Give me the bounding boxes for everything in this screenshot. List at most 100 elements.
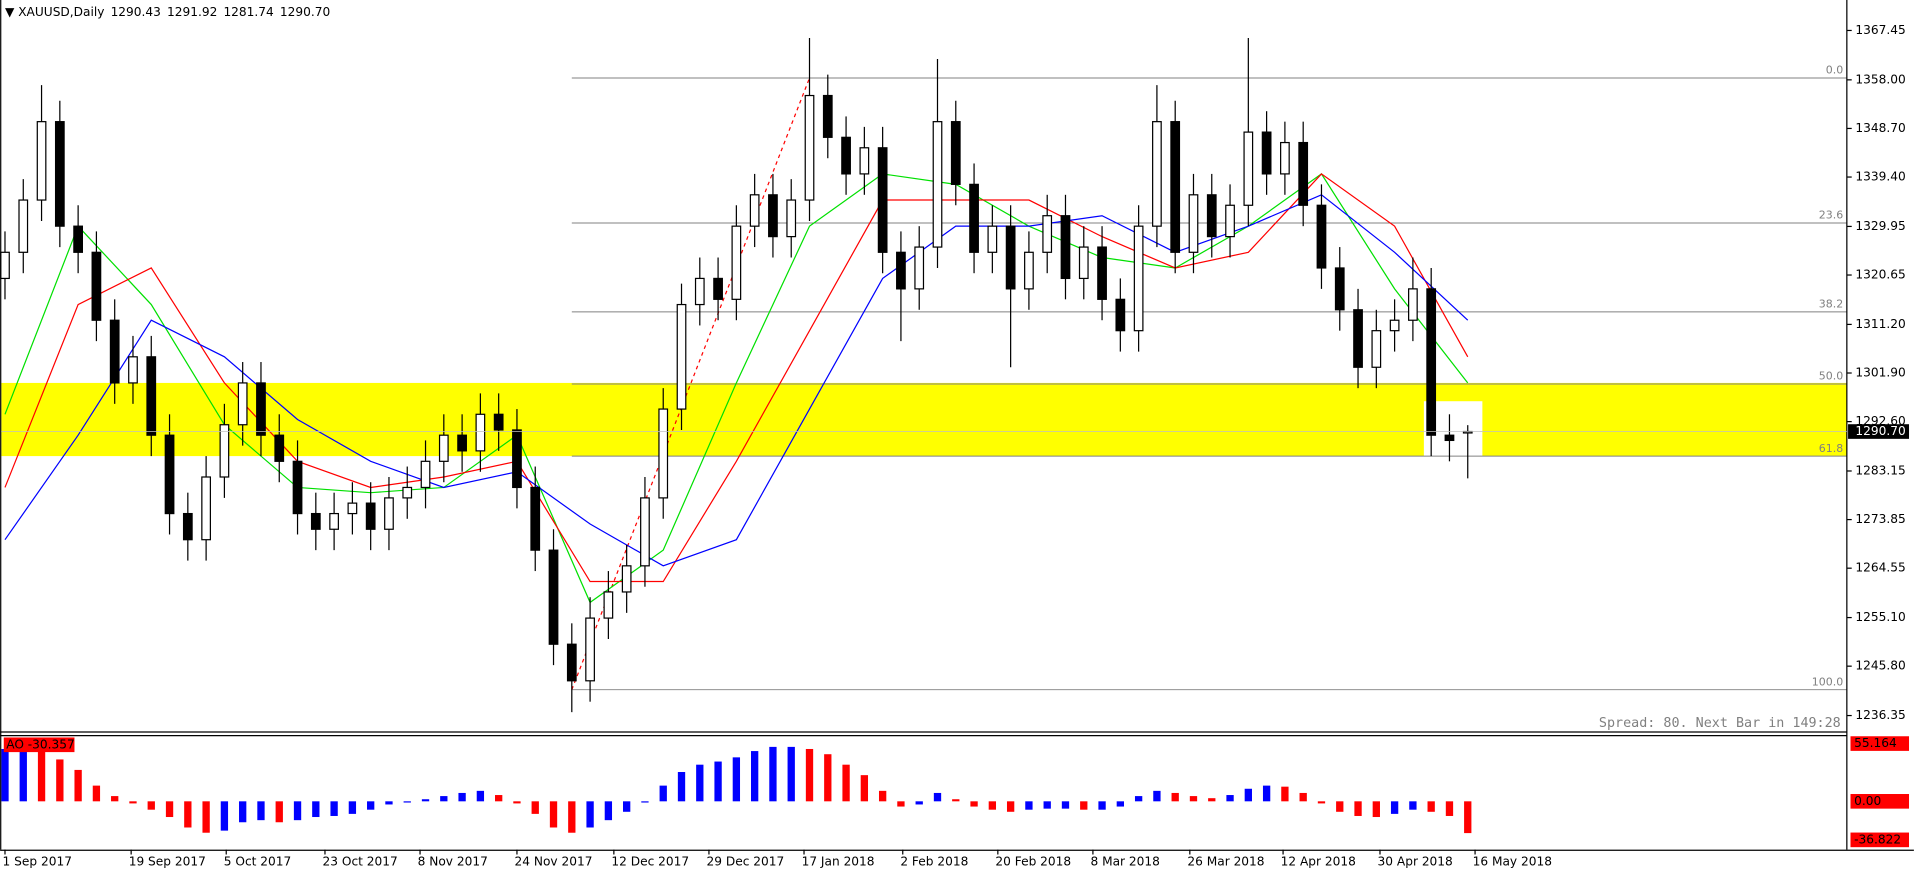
- candle-body: [292, 460, 303, 515]
- x-tick-label: 23 Oct 2017: [323, 854, 398, 868]
- ao-tick-box: [1850, 832, 1910, 848]
- ao-bar: [988, 801, 997, 810]
- ao-bar: [714, 761, 722, 802]
- ao-bar: [220, 801, 229, 831]
- ao-bar: [184, 801, 192, 828]
- fib-label: 100.0: [1812, 675, 1843, 688]
- candle-body: [530, 486, 541, 551]
- ao-bar: [312, 801, 320, 818]
- ao-bar: [1427, 801, 1435, 812]
- candle-body: [1444, 434, 1455, 442]
- candle-body: [109, 319, 120, 384]
- ao-bar: [1061, 801, 1070, 809]
- ao-bar: [165, 801, 174, 818]
- fib-layer: 0.0 23.6 38.2 50.0 61.8 100.0: [571, 64, 1847, 691]
- ao-bar: [805, 748, 814, 802]
- ao-bar: [1226, 795, 1234, 802]
- candle-body: [914, 246, 925, 290]
- candle-body: [36, 121, 47, 201]
- ao-bar: [1281, 786, 1289, 802]
- y-tick-label: 1358.00: [1855, 72, 1905, 86]
- fib-label: 23.6: [1819, 209, 1843, 222]
- price-marker-box: [1848, 424, 1910, 439]
- ao-tick-label: 55.164: [1854, 736, 1897, 750]
- price-marker: 1290.70: [1855, 424, 1905, 438]
- ao-bar: [659, 785, 667, 802]
- candle-body: [420, 460, 431, 489]
- ao-bar: [878, 790, 887, 802]
- ao-bar: [19, 748, 27, 802]
- candle-body: [1334, 267, 1345, 311]
- ao-bar: [1134, 796, 1143, 802]
- candle-body: [457, 434, 467, 452]
- candle-body: [493, 413, 504, 431]
- candle-body: [877, 147, 888, 253]
- y-tick-label: 1264.55: [1855, 561, 1905, 575]
- ao-bar: [933, 792, 942, 802]
- ao-bar: [769, 746, 777, 802]
- candle-body: [1353, 309, 1363, 368]
- ao-bar: [1445, 801, 1454, 816]
- ao-bar: [1464, 801, 1472, 834]
- ao-bar: [696, 764, 704, 802]
- fib-label: 0.0: [1826, 64, 1843, 77]
- ao-tick-box: [1850, 736, 1910, 751]
- ao-bar: [549, 801, 558, 828]
- ao-bar: [348, 801, 357, 814]
- candle-body: [932, 121, 943, 248]
- ao-bar: [1116, 801, 1124, 807]
- ao-bar: [458, 792, 466, 802]
- ao-bar: [495, 795, 503, 802]
- x-tick-label: 8 Mar 2018: [1090, 854, 1159, 868]
- ao-bar: [330, 801, 338, 816]
- candle-body: [786, 199, 797, 238]
- candle-body: [987, 225, 998, 253]
- candle-body: [365, 502, 376, 530]
- x-tick-label: 1 Sep 2017: [3, 854, 72, 868]
- ohlc-low: 1281.74: [223, 5, 274, 19]
- candle-body: [475, 413, 486, 452]
- ao-bar: [732, 757, 741, 802]
- candle-body: [749, 194, 760, 227]
- y-tick-label: 1236.35: [1855, 708, 1905, 722]
- ao-bar: [257, 801, 265, 821]
- ao-bar: [202, 801, 210, 833]
- x-tick-label: 26 Mar 2018: [1187, 854, 1264, 868]
- candle-body: [694, 277, 705, 306]
- ao-tick-label: -36.822: [1854, 832, 1901, 846]
- ao-bar: [586, 801, 594, 828]
- ao-bar: [1006, 801, 1015, 812]
- candle-body: [1206, 194, 1217, 238]
- y-tick-label: 1320.65: [1855, 268, 1905, 282]
- candle-body: [1389, 319, 1400, 332]
- candle-body: [1115, 298, 1126, 332]
- ao-bar: [92, 785, 101, 802]
- ao-bar: [787, 746, 795, 802]
- candle-body: [164, 434, 175, 515]
- candle-body: [950, 121, 961, 185]
- y-tick-label: 1348.70: [1855, 121, 1905, 135]
- candle-body: [347, 502, 358, 515]
- moving-average: [4, 173, 1469, 583]
- ao-bar: [531, 801, 539, 814]
- candle-body: [18, 199, 29, 253]
- candle-body: [182, 512, 193, 541]
- y-tick-label: 1311.20: [1855, 317, 1905, 331]
- candle-body: [146, 356, 157, 436]
- ao-bar: [367, 801, 375, 810]
- y-tick-label: 1245.80: [1855, 659, 1905, 673]
- ao-bar: [1244, 788, 1252, 802]
- x-tick-label: 30 Apr 2018: [1378, 854, 1453, 868]
- candle-body: [219, 424, 230, 478]
- ao-label-box: [3, 737, 75, 753]
- zone: [1, 382, 1847, 457]
- candle-body: [402, 486, 413, 499]
- ao-bar: [293, 801, 302, 821]
- candle-body: [822, 94, 833, 138]
- ao-bar: [403, 801, 411, 803]
- ao-bar: [129, 801, 137, 804]
- candle-body: [1316, 204, 1327, 269]
- candle-body: [621, 565, 632, 593]
- candle-body: [1152, 121, 1162, 227]
- candle-body: [603, 591, 614, 619]
